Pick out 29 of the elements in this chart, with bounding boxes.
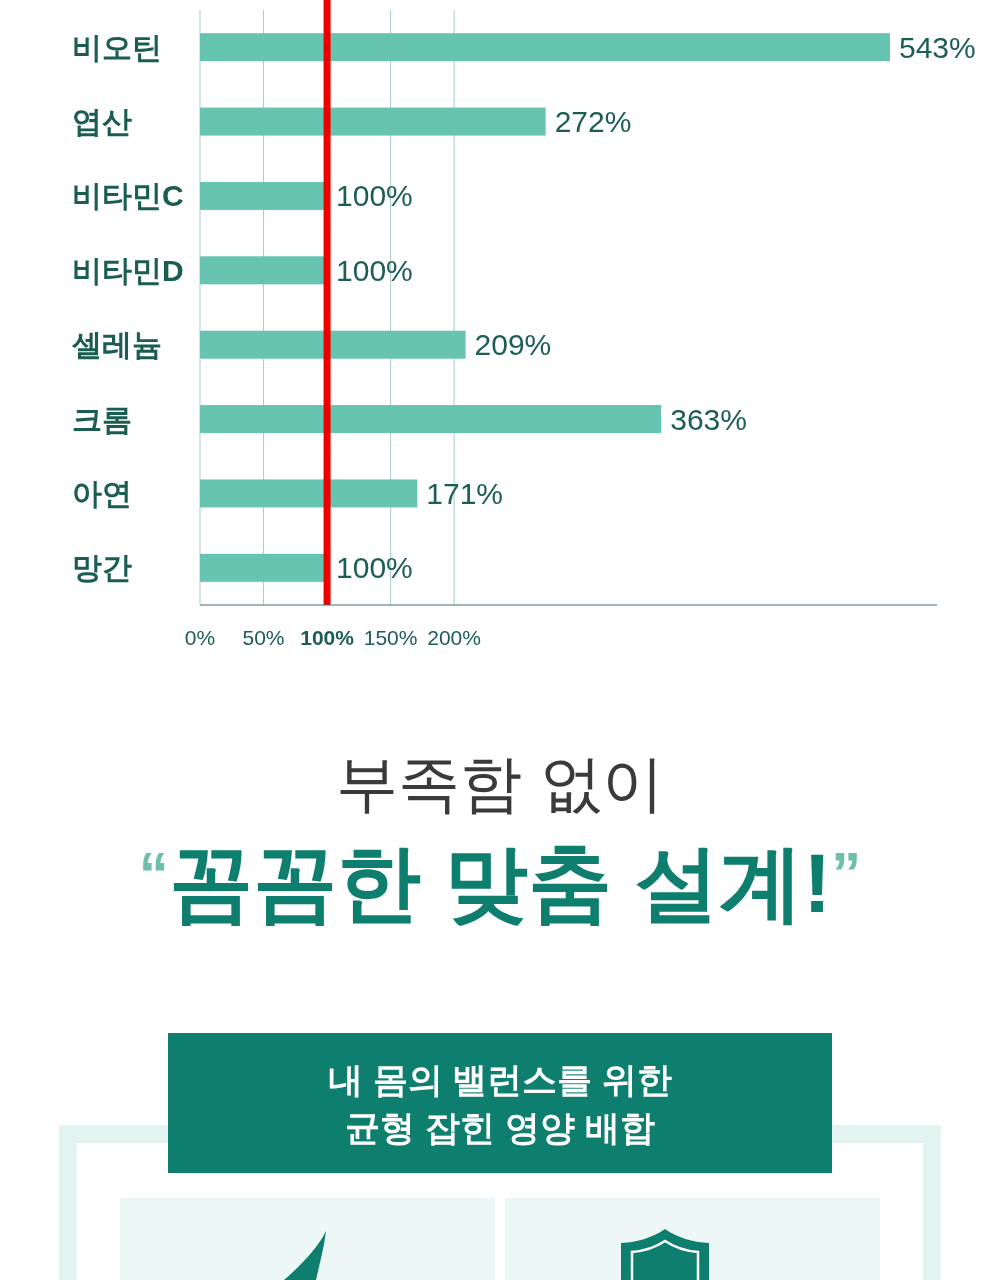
data-label: 100% <box>336 179 413 213</box>
bar <box>200 33 890 62</box>
data-label: 363% <box>670 402 747 436</box>
y-tick-label: 셀레늄 <box>71 328 162 362</box>
bar <box>200 107 546 136</box>
y-tick-label: 엽산 <box>72 105 132 139</box>
y-tick-label: 비타민D <box>72 253 184 287</box>
y-tick-label: 비타민C <box>72 179 184 213</box>
x-tick-label: 150% <box>363 626 418 649</box>
text: $^{“}$꼼꼼한 맞춤 설계!$^{”}$ <box>138 836 862 930</box>
data-label: 272% <box>554 105 632 139</box>
bar <box>200 405 662 434</box>
text: 내 몸의 밸런스를 위한 균형 잡힌 영양 배합 <box>327 1060 673 1147</box>
x-tick-label: 100% <box>300 626 355 649</box>
bar <box>200 479 418 508</box>
y-tick-label: 크롬 <box>72 402 132 436</box>
data-label: 543% <box>898 30 976 64</box>
y-tick-label: 망간 <box>72 551 132 585</box>
x-tick-label: 200% <box>427 626 481 649</box>
bar <box>200 330 466 359</box>
data-label: 209% <box>474 328 552 362</box>
text: 부족함 없이 <box>336 749 664 818</box>
y-tick-label: 아연 <box>72 476 132 510</box>
data-label: 100% <box>336 551 413 585</box>
x-tick-label: 50% <box>242 626 285 649</box>
data-label: 171% <box>426 476 504 510</box>
x-tick-label: 0% <box>184 626 216 649</box>
data-label: 100% <box>336 253 413 287</box>
y-tick-label: 비오틴 <box>72 30 162 64</box>
